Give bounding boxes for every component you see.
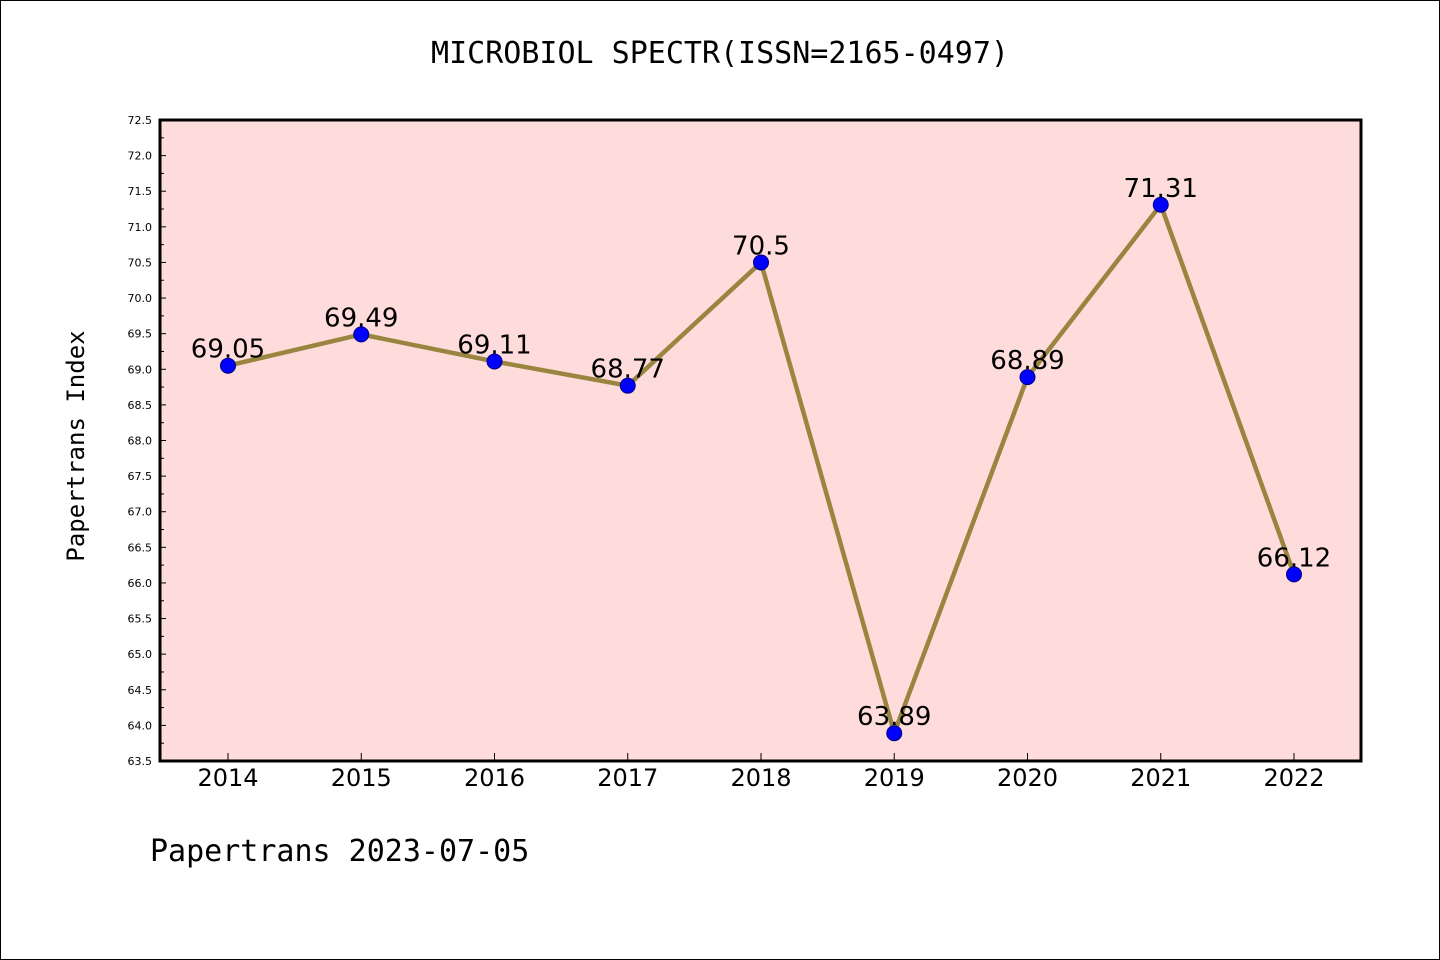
y-tick-label: 63.5 bbox=[128, 755, 153, 768]
x-tick-label: 2019 bbox=[864, 764, 925, 792]
x-axis: 2014 2015 2016 2017 2018 2019 2020 2021 2022 bbox=[197, 753, 1325, 792]
data-labels: 69.05 69.49 69.11 68.77 70.5 63.89 68.89 71.31 6… bbox=[191, 174, 1331, 732]
y-tick-label: 68.5 bbox=[128, 399, 153, 412]
y-tick-label: 64.5 bbox=[128, 684, 153, 697]
data-point bbox=[1019, 369, 1036, 386]
y-tick-label: 70.5 bbox=[128, 256, 153, 269]
x-tick-label: 2014 bbox=[197, 764, 258, 792]
x-tick-label: 2022 bbox=[1263, 764, 1324, 792]
y-tick-label: 66.5 bbox=[128, 541, 153, 554]
y-tick-label: 70.0 bbox=[128, 292, 153, 305]
data-label: 66.12 bbox=[1257, 543, 1331, 573]
x-tick-label: 2017 bbox=[597, 764, 658, 792]
x-tick-label: 2018 bbox=[730, 764, 791, 792]
plot-area bbox=[158, 118, 1363, 763]
y-tick-label: 65.0 bbox=[128, 648, 153, 661]
y-tick-label: 67.0 bbox=[128, 506, 153, 519]
data-point bbox=[886, 725, 903, 742]
y-tick-label: 65.5 bbox=[128, 613, 153, 626]
data-point bbox=[1152, 196, 1169, 213]
x-tick-label: 2021 bbox=[1130, 764, 1191, 792]
y-tick-label: 71.5 bbox=[128, 185, 153, 198]
data-label: 63.89 bbox=[857, 702, 931, 732]
footer-text: Papertrans 2023-07-05 bbox=[150, 834, 530, 869]
x-tick-label: 2020 bbox=[997, 764, 1058, 792]
y-tick-label: 67.5 bbox=[128, 470, 153, 483]
data-point bbox=[486, 353, 503, 370]
y-axis: 63.5 64.0 64.5 65.0 65.5 66.0 66.5 67.0 67.5 68.0… bbox=[128, 114, 166, 768]
y-tick-label: 72.0 bbox=[128, 150, 153, 163]
data-label: 69.11 bbox=[457, 330, 531, 360]
data-label: 69.49 bbox=[324, 303, 398, 333]
y-tick-label: 64.0 bbox=[128, 719, 153, 732]
data-point bbox=[220, 357, 236, 374]
y-tick-label: 66.0 bbox=[128, 577, 153, 590]
y-tick-label: 72.5 bbox=[128, 114, 153, 127]
data-label: 71.31 bbox=[1124, 174, 1198, 204]
data-point bbox=[619, 377, 636, 394]
data-label: 68.77 bbox=[591, 355, 665, 385]
data-label: 70.5 bbox=[732, 231, 790, 261]
data-point bbox=[1286, 566, 1302, 583]
series bbox=[220, 196, 1302, 742]
x-tick-label: 2016 bbox=[464, 764, 525, 792]
data-label: 69.05 bbox=[191, 335, 265, 365]
x-tick-label: 2015 bbox=[331, 764, 392, 792]
y-tick-label: 71.0 bbox=[128, 221, 153, 234]
data-point bbox=[353, 326, 370, 343]
data-point bbox=[753, 254, 769, 271]
y-tick-label: 68.0 bbox=[128, 435, 153, 448]
chart-title: MICROBIOL SPECTR(ISSN=2165-0497) bbox=[431, 36, 1009, 71]
data-label: 68.89 bbox=[990, 346, 1064, 376]
y-tick-label: 69.0 bbox=[128, 363, 153, 376]
y-tick-label: 69.5 bbox=[128, 328, 153, 341]
